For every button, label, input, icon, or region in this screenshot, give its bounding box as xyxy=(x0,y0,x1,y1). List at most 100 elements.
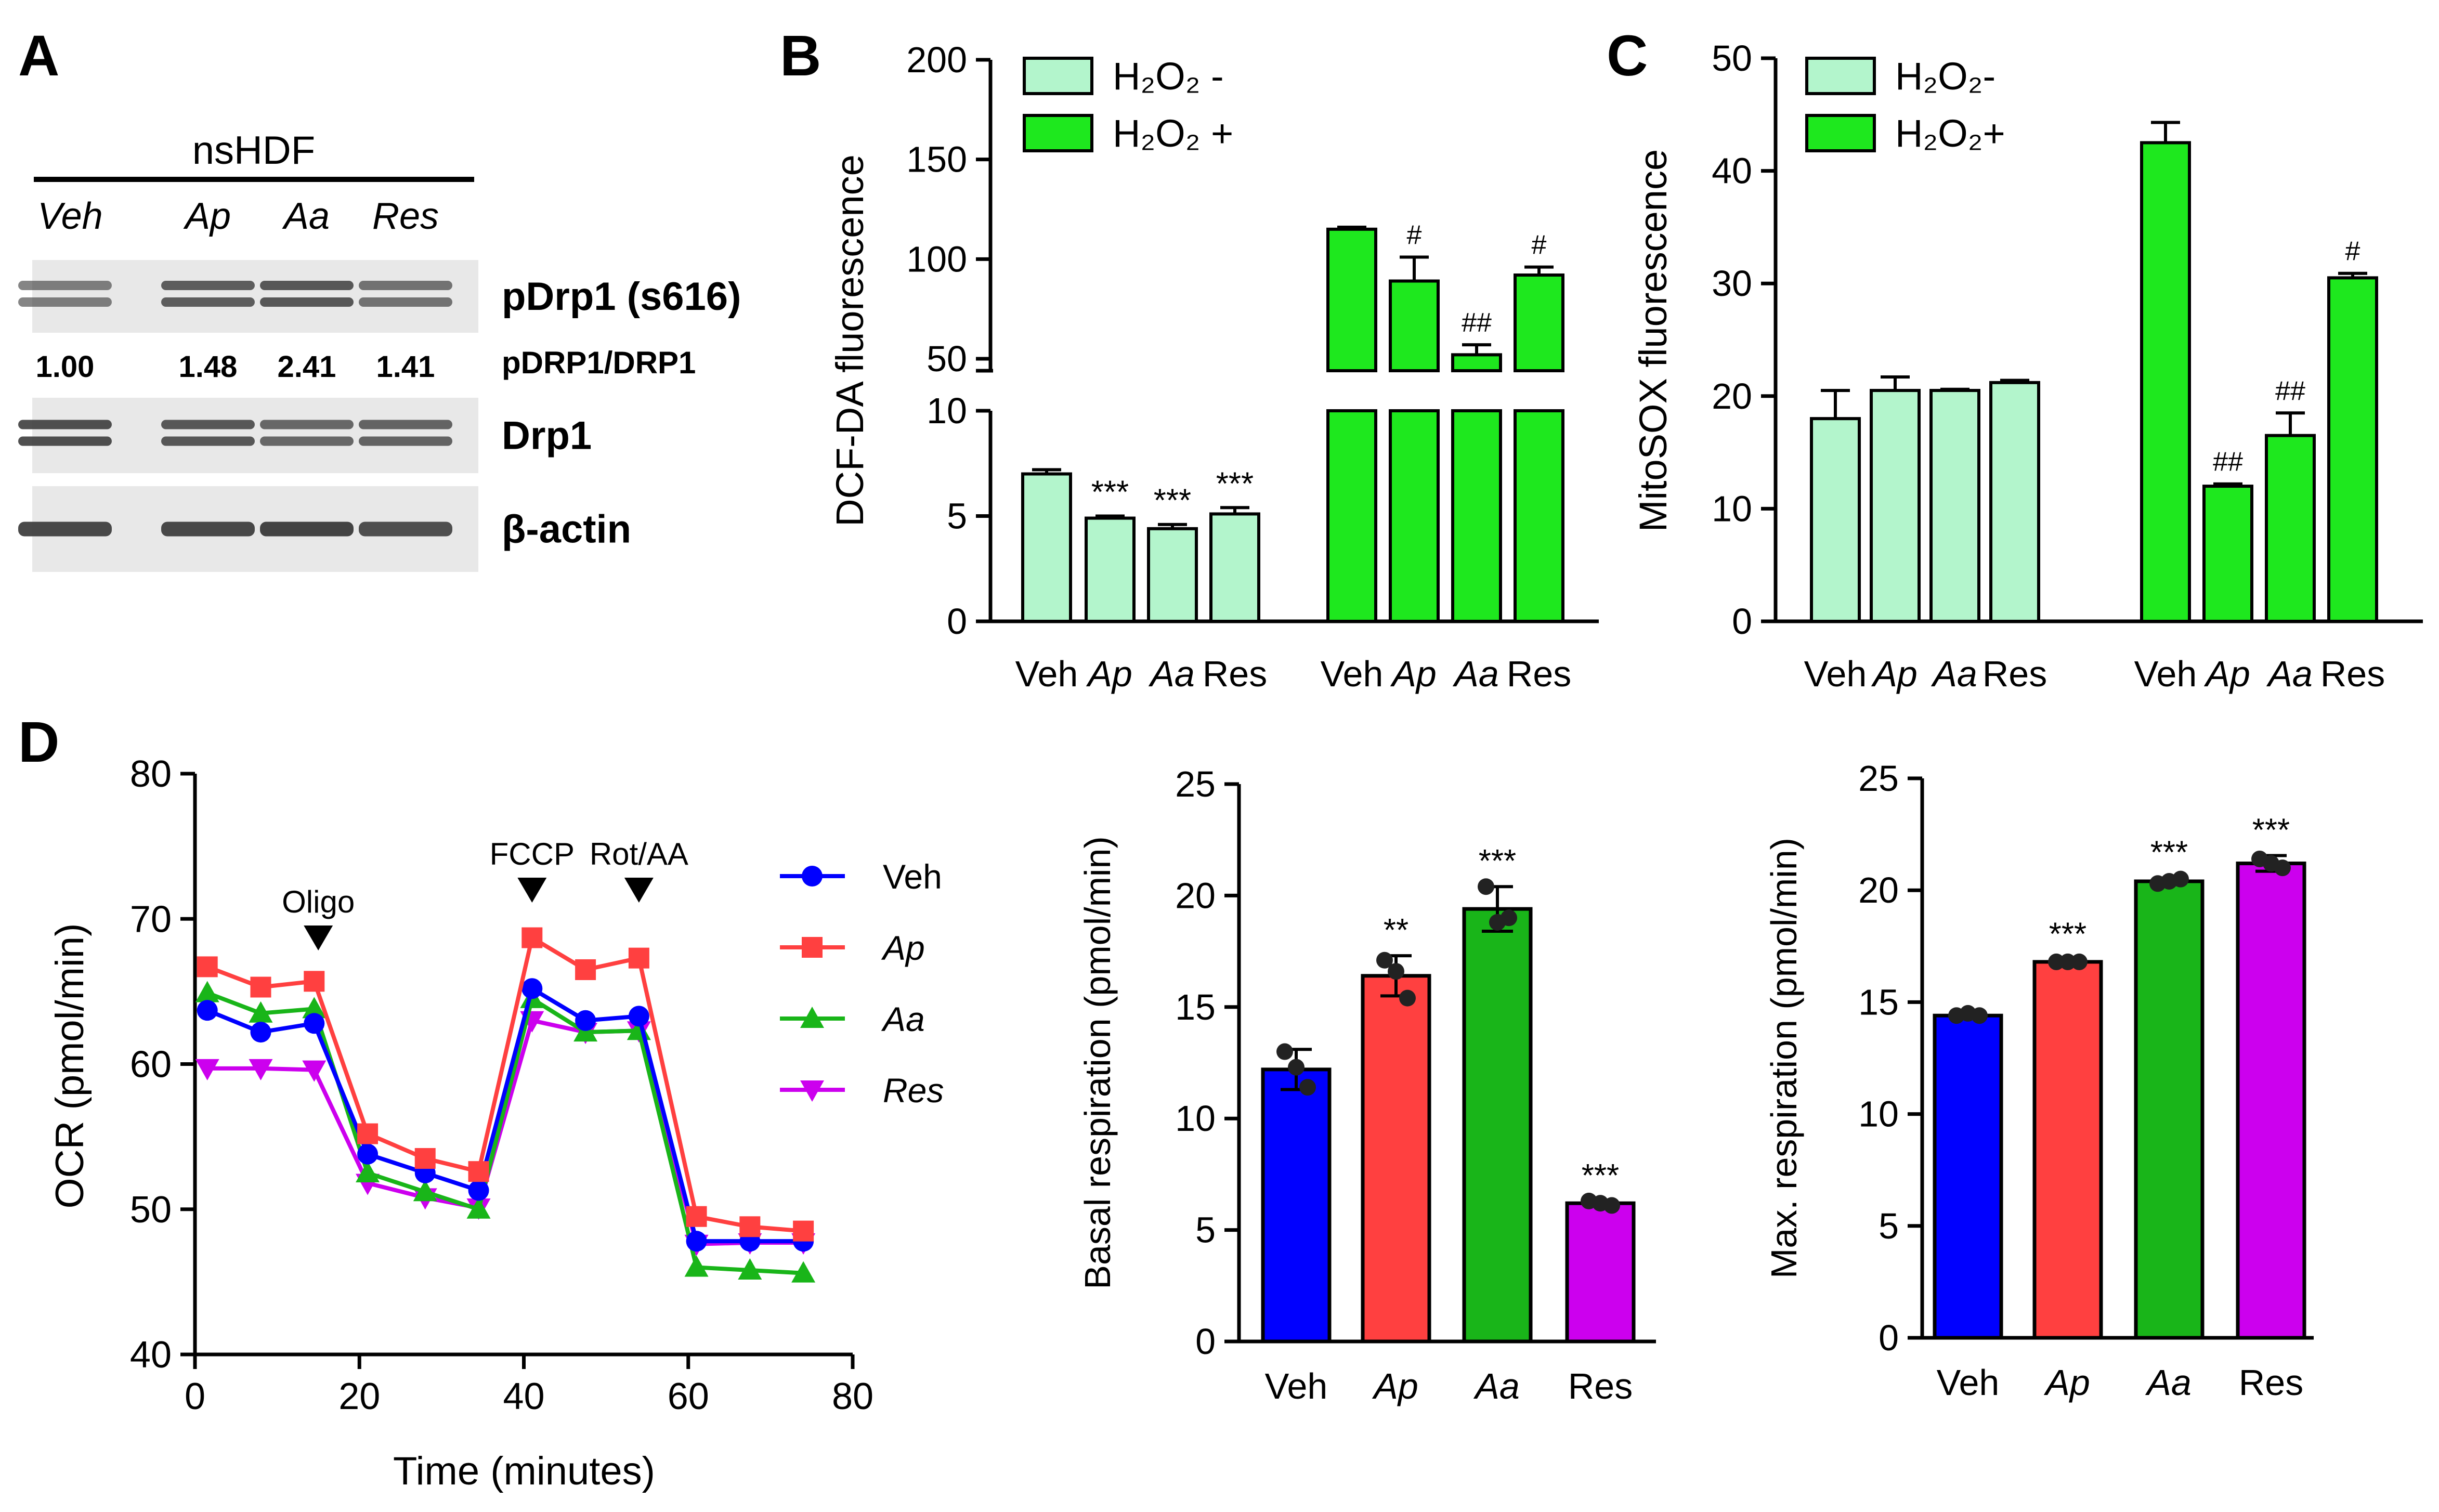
bar xyxy=(1870,388,1921,623)
bar xyxy=(1451,409,1502,623)
significance-label: ## xyxy=(1462,308,1492,338)
band xyxy=(18,420,112,429)
data-point xyxy=(249,1001,273,1023)
significance-label: *** xyxy=(2252,812,2290,848)
band xyxy=(260,297,354,307)
band xyxy=(161,420,255,429)
bar xyxy=(1933,1013,2003,1340)
x-tick-label: Res xyxy=(1203,654,1267,694)
y-tick-label: 0 xyxy=(1879,1318,1899,1358)
bar xyxy=(1326,227,1377,372)
data-point xyxy=(302,1060,327,1082)
y-tick-label: 50 xyxy=(130,1189,172,1231)
significance-label: ## xyxy=(2275,376,2305,406)
y-tick-label: 60 xyxy=(130,1044,172,1086)
legend-swatch xyxy=(1023,57,1093,95)
legend-label: H₂O₂ - xyxy=(1113,55,1224,98)
blot-row-label: β-actin xyxy=(502,507,631,552)
band xyxy=(260,522,354,537)
ratio-value: 1.41 xyxy=(376,350,435,384)
ratio-value: 2.41 xyxy=(278,350,336,384)
replicate-point xyxy=(1376,951,1393,969)
x-tick-label: 40 xyxy=(503,1376,544,1417)
data-point xyxy=(686,1231,707,1252)
significance-label: *** xyxy=(2049,917,2086,953)
bar xyxy=(2265,434,2316,623)
y-tick-label: 150 xyxy=(906,139,967,180)
y-tick-label: 20 xyxy=(1712,376,1752,416)
significance-label: # xyxy=(2345,237,2360,267)
bar xyxy=(1989,381,2040,623)
bar xyxy=(1451,353,1502,372)
x-axis-label: Time (minutes) xyxy=(393,1449,655,1493)
x-tick-label: Res xyxy=(1568,1366,1633,1406)
panel-a-blot: nsHDF Veh Ap Aa Res pDrp1 (s616) Drp1 β-actin… xyxy=(18,128,741,572)
band xyxy=(18,522,112,537)
replicate-point xyxy=(1501,909,1517,927)
bar xyxy=(1462,907,1533,1344)
cell-line-label: nsHDF xyxy=(192,128,315,173)
band xyxy=(260,436,354,446)
y-tick-label: 15 xyxy=(1175,987,1216,1027)
panel-d-ocr-chart: 0 20 40 60 80 40 50 60 70 80 Time (minutes) OCR (pm… xyxy=(48,753,944,1493)
bar xyxy=(1929,388,1980,623)
band xyxy=(260,281,354,290)
x-tick-label: 0 xyxy=(185,1376,205,1417)
data-point xyxy=(575,1010,596,1031)
data-point xyxy=(250,1022,271,1043)
bar xyxy=(2327,276,2378,623)
x-tick-label: Veh xyxy=(1937,1362,2000,1403)
data-point xyxy=(628,1006,649,1027)
data-point xyxy=(357,1143,379,1165)
y-tick-label: 70 xyxy=(130,898,172,940)
x-tick-label: Res xyxy=(2239,1362,2303,1403)
data-point xyxy=(414,1148,436,1169)
x-tick-label: 20 xyxy=(338,1376,380,1417)
band xyxy=(18,281,112,290)
y-tick-label: 0 xyxy=(1732,601,1752,642)
bar xyxy=(1389,409,1440,623)
series-line xyxy=(206,990,804,1275)
legend-label: Aa xyxy=(881,1000,925,1038)
bar xyxy=(1326,409,1377,623)
data-point xyxy=(195,1059,219,1080)
bar xyxy=(1361,974,1431,1344)
data-point xyxy=(521,978,543,999)
ratio-value: 1.48 xyxy=(179,350,238,384)
replicate-point xyxy=(2059,953,2076,970)
x-tick-label: Res xyxy=(1507,654,1571,694)
y-tick-label: 50 xyxy=(1712,38,1752,79)
x-tick-label: Veh xyxy=(2134,654,2197,694)
data-point xyxy=(304,971,325,992)
significance-label: *** xyxy=(2150,835,2188,871)
y-tick-label: 0 xyxy=(1195,1321,1216,1362)
y-tick-label: 10 xyxy=(1712,488,1752,529)
data-point xyxy=(802,866,823,887)
band xyxy=(359,522,452,537)
bar xyxy=(2134,879,2205,1340)
legend-swatch xyxy=(1805,114,1876,152)
bar xyxy=(1810,417,1861,623)
bar xyxy=(2236,862,2306,1340)
data-point xyxy=(466,1197,491,1219)
band xyxy=(359,420,452,429)
legend-label: H₂O₂+ xyxy=(1895,112,2005,155)
replicate-point xyxy=(1299,1079,1316,1096)
y-tick-label: 10 xyxy=(1858,1094,1899,1135)
data-point xyxy=(521,927,543,948)
legend-label: H₂O₂ + xyxy=(1113,112,1233,155)
y-axis-label: Basal respiration (pmol/min) xyxy=(1077,836,1118,1289)
band xyxy=(260,420,354,429)
y-tick-label: 40 xyxy=(1712,151,1752,191)
replicate-point xyxy=(1276,1043,1293,1060)
significance-label: ## xyxy=(2213,447,2243,477)
y-axis-label: DCF-DA fluorescence xyxy=(828,154,871,527)
x-tick-label: Ap xyxy=(1372,1366,1418,1406)
blot-strip xyxy=(32,260,478,333)
band xyxy=(161,436,255,446)
panel-d-max-chart: 0 5 10 15 20 25 Max. respiration (pmol/min) Veh… xyxy=(1764,758,2314,1403)
band xyxy=(161,297,255,307)
data-point xyxy=(793,1220,814,1242)
